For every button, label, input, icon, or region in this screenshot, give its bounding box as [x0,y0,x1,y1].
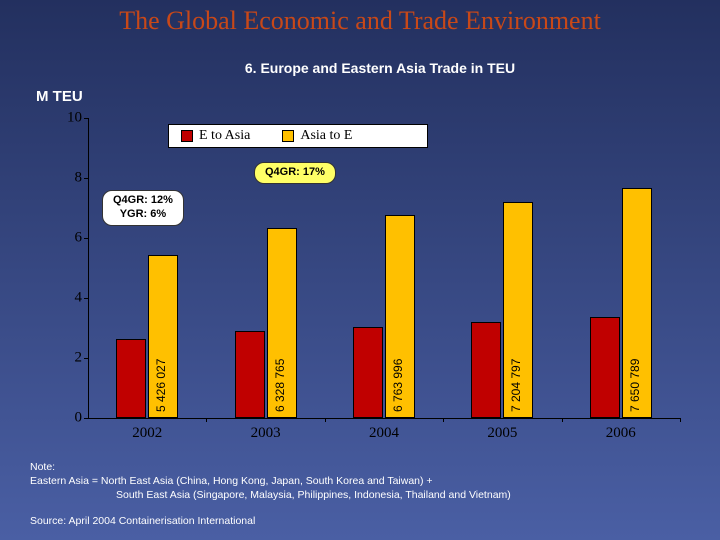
footnote: Note: Eastern Asia = North East Asia (Ch… [30,460,511,503]
legend-swatch-asia-to-e [282,130,294,142]
y-tick-label: 2 [58,350,82,367]
callout-asia-to-e-growth: Q4GR: 17% [254,162,336,184]
legend-label-e-to-asia: E to Asia [199,128,250,144]
bar-value-label: 6 763 996 [391,359,405,412]
chart-subtitle: 6. Europe and Eastern Asia Trade in TEU [150,60,610,76]
y-tick-label: 6 [58,230,82,247]
x-tick-label: 2003 [251,425,281,442]
bar-value-label: 3 193 600 [477,359,491,412]
chart-area: E to Asia Asia to E Q4GR: 12% YGR: 6% Q4… [88,118,680,444]
bar-value-label: 7 650 789 [628,359,642,412]
y-tick-label: 10 [58,110,82,127]
y-axis-label: M TEU [36,88,83,105]
callout-line: YGR: 6% [120,208,166,220]
note-line: Note: [30,461,55,473]
bar-value-label: 7 204 797 [509,359,523,412]
y-tick-label: 8 [58,170,82,187]
x-tick-label: 2004 [369,425,399,442]
legend: E to Asia Asia to E [168,124,428,148]
bar-value-label: 5 426 027 [154,359,168,412]
callout-line: Q4GR: 12% [113,194,173,206]
x-tick-label: 2006 [606,425,636,442]
legend-label-asia-to-e: Asia to E [300,128,352,144]
y-tick-label: 0 [58,410,82,427]
bar-value-label: 2 622 471 [122,359,136,412]
legend-swatch-e-to-asia [181,130,193,142]
note-line: South East Asia (Singapore, Malaysia, Ph… [116,488,511,502]
plot-region: E to Asia Asia to E Q4GR: 12% YGR: 6% Q4… [88,118,680,418]
bar-value-label: 3 358 136 [596,359,610,412]
note-line: Eastern Asia = North East Asia (China, H… [30,475,433,487]
x-tick-label: 2002 [132,425,162,442]
slide: The Global Economic and Trade Environmen… [0,0,720,540]
callout-line: Q4GR: 17% [265,166,325,178]
callout-e-to-asia-growth: Q4GR: 12% YGR: 6% [102,190,184,226]
bar-value-label: 6 328 765 [273,359,287,412]
x-tick-label: 2005 [487,425,517,442]
bar-value-label: 3 035 458 [359,359,373,412]
page-title: The Global Economic and Trade Environmen… [0,6,720,36]
bar-value-label: 2 886 122 [241,359,255,412]
y-tick-label: 4 [58,290,82,307]
source-line: Source: April 2004 Containerisation Inte… [30,514,255,528]
